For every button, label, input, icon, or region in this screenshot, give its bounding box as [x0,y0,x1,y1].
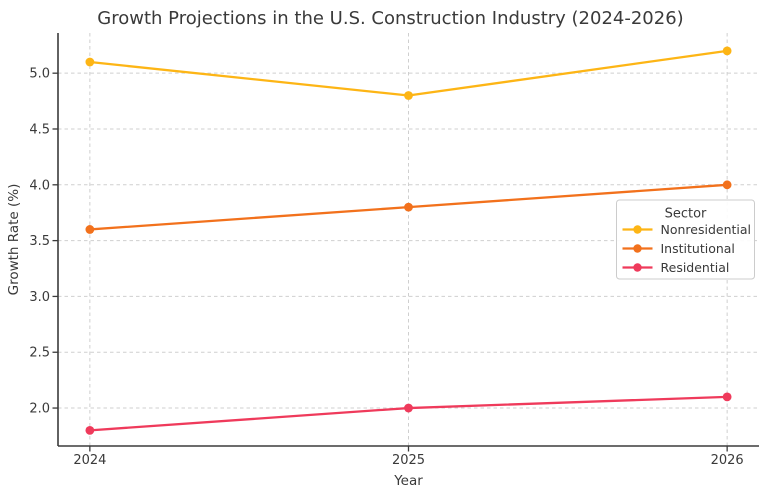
legend-title: Sector [665,207,707,222]
data-point-nonresidential-2025 [404,91,413,100]
legend-box [616,199,755,280]
x-axis-label: Year [393,473,423,489]
x-tick-label-2026: 2026 [711,453,744,468]
data-point-nonresidential-2026 [722,46,732,56]
data-point-residential-2024 [85,425,95,435]
data-point-institutional-2026 [722,180,732,190]
y-axis-label: Growth Rate (%) [6,184,22,296]
legend-entry-label-residential: Residential [661,260,730,275]
legend-swatch-marker-nonresidential [633,225,642,234]
y-tick-label-2.5: 2.5 [29,346,50,361]
y-tick-label-3.5: 3.5 [29,234,50,249]
data-point-residential-2025 [404,403,413,413]
x-tick-label-2024: 2024 [73,453,106,468]
y-tick-label-4.0: 4.0 [29,178,50,193]
data-point-institutional-2025 [404,202,413,212]
y-tick-label-3.0: 3.0 [29,290,50,305]
legend-entry-label-institutional: Institutional [661,241,735,256]
legend-swatch-marker-residential [633,263,642,272]
chart-title: Growth Projections in the U.S. Construct… [97,8,683,29]
data-point-institutional-2024 [85,225,95,234]
legend [616,199,755,280]
legend-entry-label-nonresidential: Nonresidential [661,222,752,237]
x-tick-label-2025: 2025 [392,453,425,468]
legend-swatch-marker-institutional [633,244,642,253]
data-point-residential-2026 [722,392,732,402]
data-point-nonresidential-2024 [85,57,95,67]
y-tick-label-5.0: 5.0 [29,67,50,82]
y-tick-label-2.0: 2.0 [29,402,50,417]
y-tick-label-4.5: 4.5 [29,122,50,137]
